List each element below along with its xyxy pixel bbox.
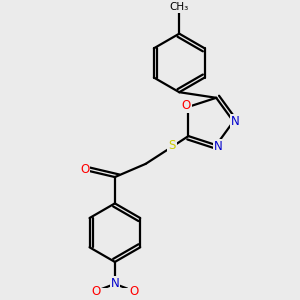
Text: O: O — [91, 285, 101, 298]
Text: S: S — [168, 139, 175, 152]
Text: O: O — [129, 285, 139, 298]
Text: N: N — [214, 140, 223, 153]
Text: N: N — [110, 278, 119, 290]
Text: N: N — [231, 115, 240, 128]
Text: CH₃: CH₃ — [169, 2, 189, 12]
Text: O: O — [182, 99, 191, 112]
Text: O: O — [80, 163, 89, 176]
